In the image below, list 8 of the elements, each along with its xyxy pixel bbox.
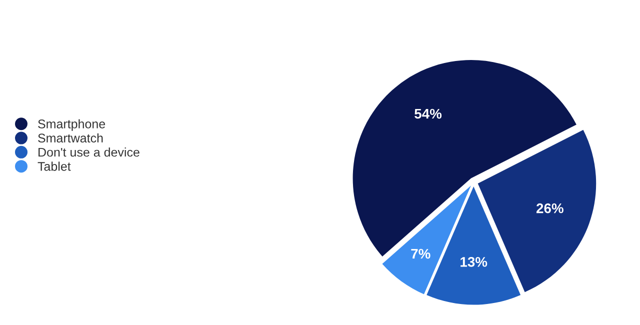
data-label: 54%	[414, 108, 442, 119]
legend-label: Tablet	[38, 162, 71, 171]
legend-label: Smartwatch	[38, 133, 103, 143]
legend-label: Don't use a device	[38, 148, 140, 157]
legend-label: Smartphone	[38, 119, 106, 131]
data-label: 7%	[411, 248, 430, 259]
data-label: 13%	[460, 256, 488, 267]
data-label: 26%	[536, 203, 564, 214]
